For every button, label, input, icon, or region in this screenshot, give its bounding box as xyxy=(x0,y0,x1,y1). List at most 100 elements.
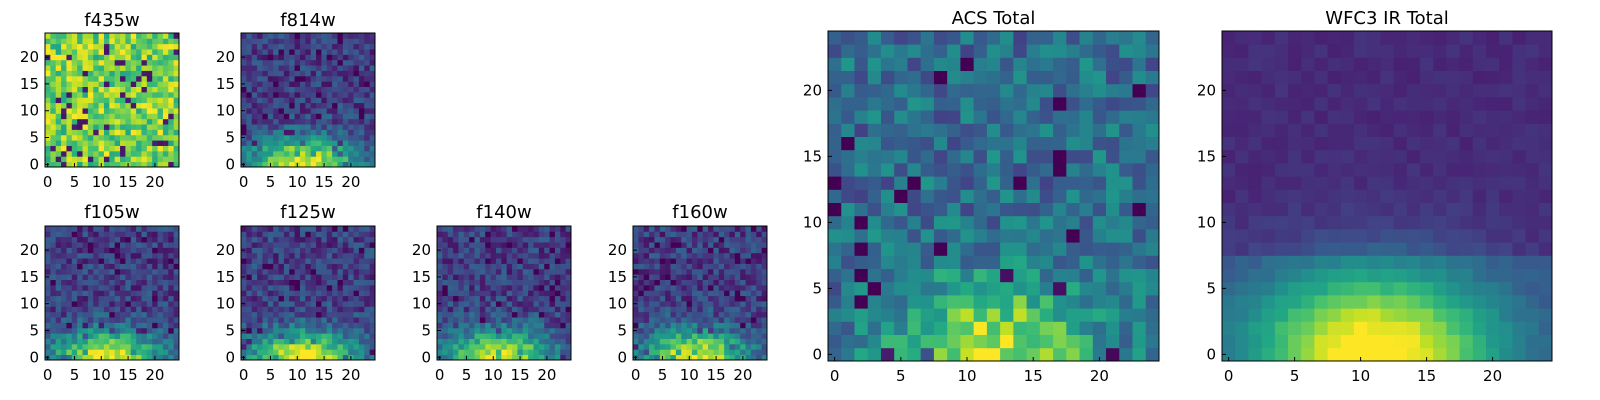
heatmap-cell xyxy=(337,349,344,356)
heatmap-cell xyxy=(495,274,502,280)
heatmap-cell xyxy=(1340,176,1355,190)
heatmap-cell xyxy=(45,279,51,286)
heatmap-cell xyxy=(1132,229,1147,243)
heatmap-cell xyxy=(544,306,550,313)
heatmap-cell xyxy=(50,97,57,104)
heatmap-cell xyxy=(756,311,763,318)
heatmap-cell xyxy=(1538,334,1553,349)
heatmap-cell xyxy=(146,124,153,130)
heatmap-cell xyxy=(353,322,360,329)
heatmap-cell xyxy=(947,57,961,71)
heatmap-cell xyxy=(50,113,57,120)
heatmap-cell xyxy=(310,81,317,87)
heatmap-cell xyxy=(278,65,285,71)
heatmap-cell xyxy=(162,102,169,109)
heatmap-cell xyxy=(55,140,62,146)
heatmap-cell xyxy=(1288,215,1302,230)
heatmap-cell xyxy=(45,38,51,45)
heatmap-cell xyxy=(55,150,62,157)
heatmap-cell xyxy=(533,333,540,339)
heatmap-cell xyxy=(633,242,639,248)
heatmap-cell xyxy=(756,231,763,238)
heatmap-cell xyxy=(549,258,556,264)
heatmap-cell xyxy=(289,327,295,334)
heatmap-cell xyxy=(670,306,677,313)
heatmap-cell xyxy=(66,145,73,152)
heatmap-cell xyxy=(246,70,253,77)
heatmap-cell xyxy=(82,263,89,270)
heatmap-cell xyxy=(1340,295,1355,309)
heatmap-cell xyxy=(294,113,301,120)
heatmap-cell xyxy=(495,290,502,297)
heatmap-cell xyxy=(136,91,142,98)
heatmap-cell xyxy=(98,333,105,339)
heatmap-cell xyxy=(109,343,116,350)
heatmap-cell xyxy=(479,301,486,307)
heatmap-cell xyxy=(549,317,556,323)
heatmap-cell xyxy=(278,295,285,302)
heatmap-cell xyxy=(554,322,561,329)
heatmap-cell xyxy=(522,311,529,318)
heatmap-cell xyxy=(93,70,99,77)
heatmap-cell xyxy=(267,65,274,71)
heatmap-cell xyxy=(364,317,371,323)
heatmap-cell xyxy=(136,150,142,157)
heatmap-cell xyxy=(152,274,158,280)
heatmap-cell xyxy=(246,231,253,238)
heatmap-cell xyxy=(544,284,550,291)
heatmap-cell xyxy=(1538,136,1553,151)
heatmap-cell xyxy=(162,33,169,39)
heatmap-cell xyxy=(533,327,540,334)
heatmap-cell xyxy=(894,295,908,309)
heatmap-cell xyxy=(364,263,371,270)
heatmap-cell xyxy=(517,306,524,313)
heatmap-cell xyxy=(447,301,454,307)
heatmap-cell xyxy=(136,247,142,254)
heatmap-cell xyxy=(1499,347,1513,362)
heatmap-cell xyxy=(168,124,175,130)
heatmap-cell xyxy=(538,343,545,350)
heatmap-cell xyxy=(854,242,869,256)
heatmap-cell xyxy=(643,268,650,275)
heatmap-cell xyxy=(321,258,328,264)
heatmap-cell xyxy=(103,317,110,323)
heatmap-cell xyxy=(474,338,481,345)
heatmap-cell xyxy=(894,215,908,230)
heatmap-cell xyxy=(82,145,89,152)
heatmap-cell xyxy=(1393,136,1408,151)
heatmap-cell xyxy=(1354,334,1368,349)
heatmap-cell xyxy=(55,231,62,238)
heatmap-cell xyxy=(1472,136,1487,151)
heatmap-cell xyxy=(162,91,169,98)
heatmap-cell xyxy=(1354,308,1368,322)
heatmap-cell xyxy=(1301,268,1315,283)
heatmap-cell xyxy=(168,349,175,356)
heatmap-cell xyxy=(1222,110,1236,124)
heatmap-cell xyxy=(120,54,126,61)
heatmap-cell xyxy=(1499,149,1513,164)
heatmap-cell xyxy=(554,295,561,302)
heatmap-cell xyxy=(348,113,354,120)
heatmap-cell xyxy=(146,258,153,264)
heatmap-cell xyxy=(364,75,371,82)
heatmap-cell xyxy=(55,81,62,87)
heatmap-cell xyxy=(141,343,148,350)
heatmap-cell xyxy=(332,247,338,254)
heatmap-cell xyxy=(1000,334,1014,349)
heatmap-cell xyxy=(734,226,741,232)
heatmap-cell xyxy=(1367,295,1381,309)
heatmap-cell xyxy=(1512,189,1526,203)
panel-frame xyxy=(44,32,180,168)
heatmap-cell xyxy=(66,279,73,286)
heatmap-cell xyxy=(358,91,365,98)
heatmap-cell xyxy=(273,290,279,297)
heatmap-cell xyxy=(960,189,975,203)
heatmap-cell xyxy=(750,311,757,318)
heatmap-cell xyxy=(724,274,730,280)
heatmap-cell xyxy=(1106,347,1120,362)
heatmap-cell xyxy=(241,333,247,339)
heatmap-cell xyxy=(867,44,882,58)
heatmap-cell xyxy=(1301,176,1315,190)
heatmap-cell xyxy=(332,75,338,82)
heatmap-cell xyxy=(654,231,661,238)
